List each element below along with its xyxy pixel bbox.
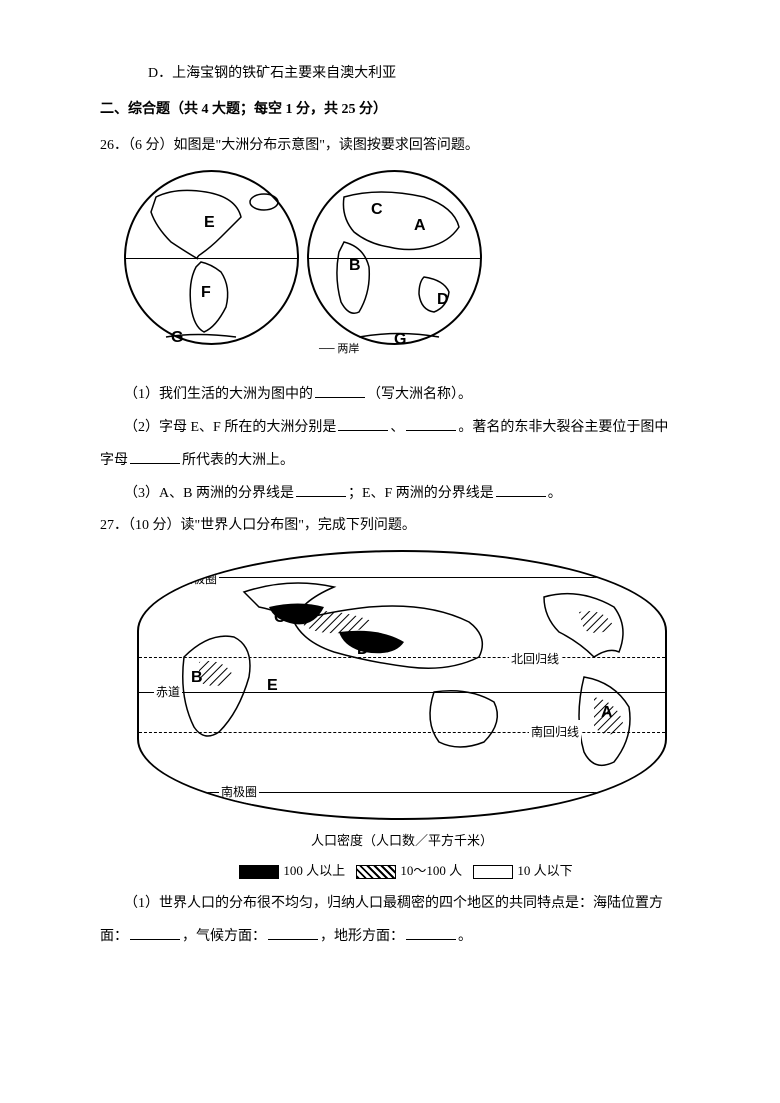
blank-field[interactable] bbox=[338, 413, 388, 431]
q26-intro-text: 如图是"大洲分布示意图"，读图按要求回答问题。 bbox=[174, 138, 479, 153]
blank-field[interactable] bbox=[130, 446, 180, 464]
label-d: D bbox=[437, 284, 449, 316]
q27-sub1-line1: （1）世界人口的分布很不均匀，归纳人口最稠密的四个地区的共同特点是：海陆位置方 bbox=[100, 890, 680, 918]
western-continents-svg bbox=[126, 172, 301, 347]
option-d-text: ．上海宝钢的铁矿石主要来自澳大利亚 bbox=[158, 66, 396, 81]
legend-hatch-box bbox=[356, 865, 396, 879]
q26-sub3-mid: ；E、F 两洲的分界线是 bbox=[348, 486, 494, 501]
q27-sub1-l2-post: 。 bbox=[458, 929, 472, 944]
q26-sub3-post: 。 bbox=[548, 486, 562, 501]
q27-sub1-line2: 面： ，气候方面： ，地形方面： 。 bbox=[100, 922, 680, 951]
tropic-n-label: 北回归线 bbox=[509, 647, 561, 671]
q26-sub2-pre: （2）字母 E、F 所在的大洲分别是 bbox=[124, 420, 336, 435]
label-a-map: A bbox=[601, 697, 613, 729]
tropic-north-line bbox=[139, 657, 665, 658]
q26-intro: 26．（6 分）如图是"大洲分布示意图"，读图按要求回答问题。 bbox=[100, 132, 680, 160]
q27-sub1-l2-mid1: ，气候方面： bbox=[182, 929, 266, 944]
q26-sub3-pre: （3）A、B 两洲的分界线是 bbox=[124, 486, 294, 501]
label-c: C bbox=[371, 194, 383, 226]
q26-figure: E F G C A B D G ── 两岸 bbox=[100, 170, 680, 370]
eastern-hemisphere: C A B D G bbox=[307, 170, 482, 345]
antarctic-line bbox=[139, 792, 665, 793]
q26-sub3: （3）A、B 两洲的分界线是 ；E、F 两洲的分界线是 。 bbox=[100, 479, 680, 508]
q27-number: 27． bbox=[100, 518, 128, 533]
q26-points: （6 分） bbox=[128, 138, 174, 153]
equator-line bbox=[139, 692, 665, 693]
blank-field[interactable] bbox=[296, 479, 346, 497]
tropic-s-label: 南回归线 bbox=[529, 720, 581, 744]
arctic-label: 北极圈 bbox=[179, 567, 219, 591]
blank-field[interactable] bbox=[406, 413, 456, 431]
meridian-legend: ── 两岸 bbox=[319, 338, 359, 360]
q27-intro-text: 读"世界人口分布图"，完成下列问题。 bbox=[181, 518, 416, 533]
option-d-label: D bbox=[148, 66, 158, 81]
tropic-south-line bbox=[139, 732, 665, 733]
q27-figure: 北极圈 北回归线 赤道 南回归线 南极圈 A B C D E 人口密度（人口数／… bbox=[100, 550, 680, 880]
label-b-map: B bbox=[191, 662, 203, 694]
world-map-outline: 北极圈 北回归线 赤道 南回归线 南极圈 A B C D E bbox=[137, 550, 667, 820]
legend-title: 人口密度（人口数／平方千米） bbox=[137, 828, 667, 854]
q26-sub1-post: （写大洲名称）。 bbox=[367, 387, 472, 402]
equator-label: 赤道 bbox=[154, 680, 182, 704]
q27-intro: 27．（10 分）读"世界人口分布图"，完成下列问题。 bbox=[100, 512, 680, 540]
q26-sub1-pre: （1）我们生活的大洲为图中的 bbox=[124, 387, 313, 402]
legend-items: 100 人以上 10～100 人 10 人以下 bbox=[137, 858, 667, 884]
legend-item-2: 10 人以下 bbox=[517, 863, 572, 878]
label-f: F bbox=[201, 277, 211, 309]
blank-field[interactable] bbox=[496, 479, 546, 497]
q26-sub2-mid1: 、 bbox=[390, 420, 404, 435]
antarctic-label: 南极圈 bbox=[219, 780, 259, 804]
legend-solid-box bbox=[239, 865, 279, 879]
q27-points: （10 分） bbox=[128, 518, 181, 533]
label-b: B bbox=[349, 250, 361, 282]
q27-sub1-pre: （1）世界人口的分布很不均匀，归纳人口最稠密的四个地区的共同特点是：海陆位置方 bbox=[124, 896, 663, 911]
legend-container: 人口密度（人口数／平方千米） 100 人以上 10～100 人 10 人以下 bbox=[137, 828, 667, 884]
option-d: D．上海宝钢的铁矿石主要来自澳大利亚 bbox=[100, 60, 680, 88]
q26-number: 26． bbox=[100, 138, 128, 153]
label-g-left: G bbox=[171, 322, 183, 354]
q26-sub2-line2: 字母 所代表的大洲上。 bbox=[100, 446, 680, 475]
label-a: A bbox=[414, 210, 426, 242]
q26-sub1: （1）我们生活的大洲为图中的 （写大洲名称）。 bbox=[100, 380, 680, 409]
blank-field[interactable] bbox=[268, 922, 318, 940]
q26-sub2-l2-post: 所代表的大洲上。 bbox=[182, 453, 294, 468]
legend-item-1: 10～100 人 bbox=[400, 863, 462, 878]
label-e: E bbox=[204, 207, 215, 239]
q27-sub1-l2-pre: 面： bbox=[100, 929, 128, 944]
label-d-map: D bbox=[357, 634, 369, 666]
blank-field[interactable] bbox=[406, 922, 456, 940]
label-c-map: C bbox=[274, 602, 286, 634]
q27-sub1-l2-mid2: ，地形方面： bbox=[320, 929, 404, 944]
label-g-right: G bbox=[394, 324, 406, 356]
western-hemisphere: E F G bbox=[124, 170, 299, 345]
q26-sub2-mid2: 。著名的东非大裂谷主要位于图中 bbox=[458, 420, 668, 435]
legend-empty-box bbox=[473, 865, 513, 879]
blank-field[interactable] bbox=[315, 380, 365, 398]
q26-sub2: （2）字母 E、F 所在的大洲分别是 、 。著名的东非大裂谷主要位于图中 bbox=[100, 413, 680, 442]
section-header: 二、综合题（共 4 大题；每空 1 分，共 25 分） bbox=[100, 96, 680, 124]
eastern-continents-svg bbox=[309, 172, 484, 347]
blank-field[interactable] bbox=[130, 922, 180, 940]
q26-sub2-l2-pre: 字母 bbox=[100, 453, 128, 468]
legend-item-0: 100 人以上 bbox=[283, 863, 345, 878]
label-e-map: E bbox=[267, 670, 278, 702]
